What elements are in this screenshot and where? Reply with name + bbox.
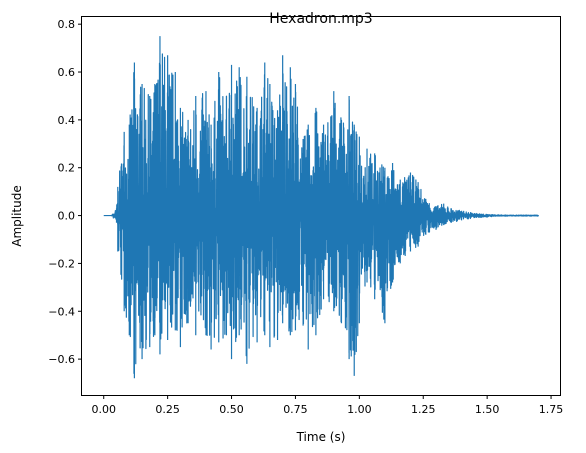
y-axis-label: Amplitude — [10, 185, 24, 247]
x-tick-label: 0.25 — [155, 403, 180, 416]
x-tick-label: 0.75 — [283, 403, 308, 416]
y-axis: −0.6 −0.4 −0.2 0.0 0.2 0.4 0.6 0.8 — [48, 18, 82, 366]
x-tick-label: 0.00 — [91, 403, 116, 416]
x-tick-label: 0.50 — [219, 403, 244, 416]
plot-frame — [81, 16, 561, 396]
y-tick-label: −0.2 — [48, 257, 75, 270]
x-tick-label: 1.50 — [475, 403, 500, 416]
x-tick-label: 1.00 — [347, 403, 372, 416]
y-tick-label: 0.2 — [58, 162, 76, 175]
x-tick-label: 1.75 — [539, 403, 564, 416]
chart-title: Hexadron.mp3 — [269, 11, 372, 27]
y-tick-label: 0.6 — [58, 66, 76, 79]
y-tick-label: 0.0 — [58, 210, 76, 223]
waveform-line — [103, 36, 539, 379]
x-axis-label: Time (s) — [296, 430, 346, 444]
y-tick-label: 0.4 — [58, 114, 76, 127]
x-tick-label: 1.25 — [411, 403, 436, 416]
y-tick-label: 0.8 — [58, 18, 76, 31]
y-tick-label: −0.6 — [48, 353, 75, 366]
plot-area — [103, 36, 539, 379]
x-axis: 0.00 0.25 0.50 0.75 1.00 1.25 1.50 1.75 — [91, 395, 563, 416]
y-tick-label: −0.4 — [48, 305, 75, 318]
